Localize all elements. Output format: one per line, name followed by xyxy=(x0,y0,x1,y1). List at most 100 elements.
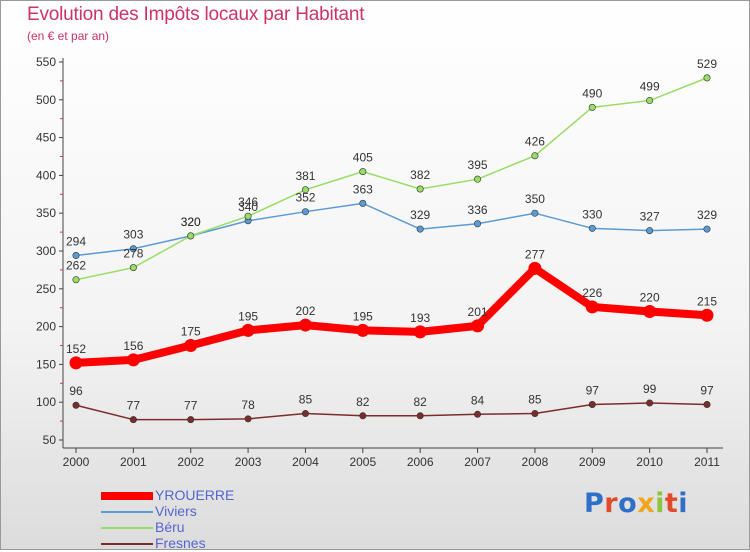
y-tick-label: 200 xyxy=(36,320,56,334)
data-point xyxy=(126,353,140,367)
legend-swatch xyxy=(101,543,153,545)
data-point xyxy=(416,412,424,420)
logo-letter: t xyxy=(664,488,679,519)
data-label: 82 xyxy=(414,395,428,409)
data-label: 499 xyxy=(640,80,660,94)
data-label: 336 xyxy=(468,203,488,217)
y-tick-label: 300 xyxy=(36,244,56,258)
y-tick-label: 100 xyxy=(36,395,56,409)
data-point xyxy=(588,103,596,111)
data-point xyxy=(585,300,599,314)
data-label: 77 xyxy=(127,399,141,413)
data-point xyxy=(301,410,309,418)
data-point xyxy=(244,212,252,220)
data-label: 405 xyxy=(353,151,373,165)
data-label: 77 xyxy=(184,399,198,413)
data-label: 215 xyxy=(697,294,717,308)
y-tick-label: 550 xyxy=(36,55,56,69)
legend-swatch xyxy=(101,527,153,529)
data-label: 327 xyxy=(640,210,660,224)
data-point xyxy=(298,318,312,332)
data-point xyxy=(531,209,539,217)
data-point xyxy=(416,185,424,193)
data-point xyxy=(72,401,80,409)
data-label: 382 xyxy=(410,168,430,182)
x-tick-label: 2004 xyxy=(292,455,319,469)
data-point xyxy=(474,175,482,183)
data-label: 278 xyxy=(123,247,143,261)
x-tick-label: 2008 xyxy=(522,455,549,469)
data-point xyxy=(588,400,596,408)
data-point xyxy=(531,152,539,160)
data-label: 330 xyxy=(582,207,602,221)
data-label: 78 xyxy=(241,398,255,412)
data-label: 529 xyxy=(697,57,717,71)
data-point xyxy=(129,245,137,253)
x-tick-label: 2011 xyxy=(694,455,720,469)
logo-letter: o xyxy=(618,488,638,519)
y-tick-label: 500 xyxy=(36,93,56,107)
legend-swatch xyxy=(101,492,153,500)
y-tick-label: 250 xyxy=(36,282,56,296)
legend-label: Béru xyxy=(155,519,185,535)
data-label: 490 xyxy=(582,86,602,100)
data-point xyxy=(241,323,255,337)
data-label: 193 xyxy=(410,311,430,325)
data-label: 97 xyxy=(586,383,600,397)
data-point xyxy=(471,319,485,333)
series-line-viviers xyxy=(75,202,708,257)
data-point xyxy=(646,97,654,105)
data-label: 99 xyxy=(643,382,657,396)
data-point xyxy=(359,412,367,420)
data-label: 85 xyxy=(528,393,542,407)
series-line-yrouerre xyxy=(75,264,708,367)
data-label: 320 xyxy=(181,215,201,229)
data-point xyxy=(356,323,370,337)
logo-letter: i xyxy=(678,488,689,519)
data-label: 97 xyxy=(700,383,714,397)
data-point xyxy=(72,276,80,284)
data-point xyxy=(703,74,711,82)
legend-label: Fresnes xyxy=(155,535,206,551)
data-label: 363 xyxy=(353,182,373,196)
legend-label: YROUERRE xyxy=(155,487,235,503)
data-point xyxy=(359,199,367,207)
logo-letter: r xyxy=(604,488,619,519)
data-label: 320 xyxy=(181,215,201,229)
data-point xyxy=(187,232,195,240)
data-label: 277 xyxy=(525,247,545,261)
x-tick-label: 2007 xyxy=(464,455,491,469)
data-label: 195 xyxy=(238,309,258,323)
data-label: 152 xyxy=(66,342,86,356)
data-point xyxy=(72,252,80,260)
data-point xyxy=(528,261,542,275)
data-point xyxy=(359,168,367,176)
data-label: 226 xyxy=(582,286,602,300)
data-point xyxy=(129,264,137,272)
legend-label: Viviers xyxy=(155,503,197,519)
x-tick-label: 2002 xyxy=(177,455,204,469)
data-label: 96 xyxy=(69,384,83,398)
data-label: 426 xyxy=(525,135,545,149)
data-label: 156 xyxy=(123,339,143,353)
data-point xyxy=(184,339,198,352)
y-tick-label: 50 xyxy=(43,433,57,447)
data-point xyxy=(413,325,427,339)
logo-letter: i xyxy=(655,488,665,519)
logo-letter: P xyxy=(584,488,605,519)
y-tick-label: 150 xyxy=(36,357,56,371)
series-line-fresnes xyxy=(75,402,708,421)
data-label: 329 xyxy=(410,208,430,222)
data-point xyxy=(301,186,309,194)
data-label: 82 xyxy=(356,395,370,409)
data-label: 84 xyxy=(471,393,485,407)
data-point xyxy=(643,304,657,318)
data-label: 85 xyxy=(299,393,313,407)
x-tick-label: 2005 xyxy=(349,455,376,469)
proxiti-logo: Proxiti xyxy=(584,488,688,519)
data-label: 395 xyxy=(468,158,488,172)
y-tick-label: 350 xyxy=(36,206,56,220)
data-label: 201 xyxy=(468,305,488,319)
